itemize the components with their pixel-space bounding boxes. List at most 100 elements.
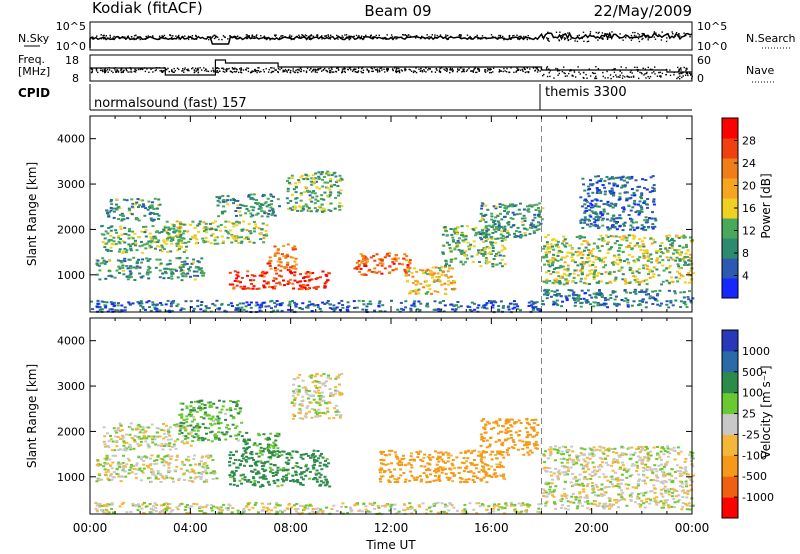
- heatmap-cell: [95, 305, 99, 308]
- nave-point: [263, 71, 265, 73]
- heatmap-cell: [272, 279, 276, 282]
- heatmap-cell: [128, 209, 132, 212]
- heatmap-cell: [236, 439, 240, 442]
- nave-point: [634, 66, 636, 68]
- heatmap-cell: [598, 280, 602, 283]
- heatmap-cell: [179, 264, 183, 267]
- nave-point: [158, 67, 161, 69]
- nsearch-point: [178, 38, 180, 40]
- nave-point: [604, 77, 606, 79]
- heatmap-cell: [502, 254, 506, 257]
- nave-point: [654, 73, 656, 75]
- heatmap-cell: [547, 292, 551, 295]
- heatmap-cell: [310, 191, 314, 194]
- heatmap-cell: [455, 232, 459, 235]
- heatmap-cell: [216, 199, 220, 202]
- nsearch-point: [214, 36, 217, 38]
- heatmap-cell: [280, 302, 284, 305]
- heatmap-cell: [228, 464, 232, 467]
- heatmap-cell: [689, 278, 693, 281]
- heatmap-cell: [193, 472, 197, 475]
- nave-point: [573, 71, 576, 73]
- heatmap-cell: [144, 229, 148, 232]
- heatmap-cell: [303, 191, 307, 193]
- heatmap-cell: [191, 220, 195, 223]
- heatmap-cell: [295, 263, 298, 266]
- heatmap-cell: [485, 227, 489, 230]
- heatmap-cell: [495, 253, 498, 256]
- heatmap-cell: [154, 443, 158, 446]
- heatmap-cell: [105, 242, 109, 245]
- heatmap-cell: [493, 219, 497, 222]
- heatmap-cell: [134, 244, 137, 247]
- nsearch-point: [447, 34, 449, 37]
- heatmap-cell: [120, 218, 124, 221]
- heatmap-cell: [648, 217, 651, 220]
- nsearch-point: [470, 37, 472, 39]
- heatmap-cell: [294, 191, 298, 194]
- heatmap-cell: [134, 472, 138, 475]
- heatmap-cell: [227, 303, 231, 306]
- heatmap-cell: [611, 214, 615, 217]
- nave-point: [636, 66, 638, 69]
- nave-point: [144, 70, 147, 73]
- heatmap-cell: [361, 308, 365, 311]
- nsearch-point: [647, 39, 649, 41]
- heatmap-cell: [678, 259, 682, 262]
- nsearch-point: [567, 32, 569, 34]
- nave-point: [196, 68, 199, 70]
- heatmap-cell: [592, 224, 596, 227]
- nave-point: [349, 67, 352, 69]
- heatmap-cell: [232, 483, 236, 486]
- heatmap-cell: [405, 255, 409, 258]
- heatmap-cell: [409, 290, 413, 293]
- nave-point: [690, 73, 692, 75]
- heatmap-cell: [637, 304, 640, 307]
- heatmap-cell: [609, 246, 613, 249]
- heatmap-cell: [288, 270, 292, 273]
- nsearch-point: [402, 34, 405, 36]
- heatmap-cell: [605, 282, 609, 285]
- heatmap-cell: [181, 275, 185, 278]
- heatmap-cell: [247, 194, 251, 197]
- heatmap-cell: [299, 193, 303, 196]
- heatmap-cell: [282, 480, 286, 483]
- heatmap-cell: [544, 291, 548, 294]
- heatmap-cell: [164, 461, 168, 464]
- nave-point: [315, 69, 318, 71]
- heatmap-cell: [234, 234, 238, 237]
- heatmap-cell: [628, 246, 631, 248]
- heatmap-cell: [563, 261, 567, 264]
- nave-point: [257, 70, 260, 72]
- heatmap-cell: [608, 280, 612, 283]
- heatmap-cell: [232, 202, 235, 205]
- heatmap-cell: [143, 231, 147, 234]
- heatmap-cell: [191, 481, 195, 484]
- heatmap-cell: [580, 273, 584, 276]
- heatmap-cell: [109, 206, 113, 209]
- heatmap-cell: [131, 237, 135, 240]
- nsearch-point: [124, 36, 126, 38]
- heatmap-cell: [294, 473, 298, 476]
- heatmap-cell: [293, 301, 297, 304]
- heatmap-cell: [407, 267, 411, 270]
- heatmap-cell: [652, 187, 656, 190]
- heatmap-cell: [457, 241, 461, 244]
- nave-point: [249, 71, 252, 74]
- heatmap-cell: [499, 233, 503, 236]
- heatmap-cell: [487, 224, 491, 227]
- heatmap-cell: [659, 244, 662, 247]
- nave-point: [555, 67, 557, 70]
- heatmap-cell: [482, 232, 485, 235]
- nsearch-point: [643, 35, 646, 37]
- nsearch-point: [634, 36, 636, 38]
- heatmap-cell: [120, 212, 124, 215]
- heatmap-cell: [454, 257, 458, 260]
- heatmap-cell: [465, 257, 469, 260]
- heatmap-cell: [292, 188, 296, 191]
- heatmap-cell: [146, 477, 150, 480]
- heatmap-cell: [122, 448, 126, 451]
- nave-point: [398, 71, 401, 74]
- heatmap-cell: [616, 185, 620, 188]
- heatmap-cell: [579, 305, 583, 308]
